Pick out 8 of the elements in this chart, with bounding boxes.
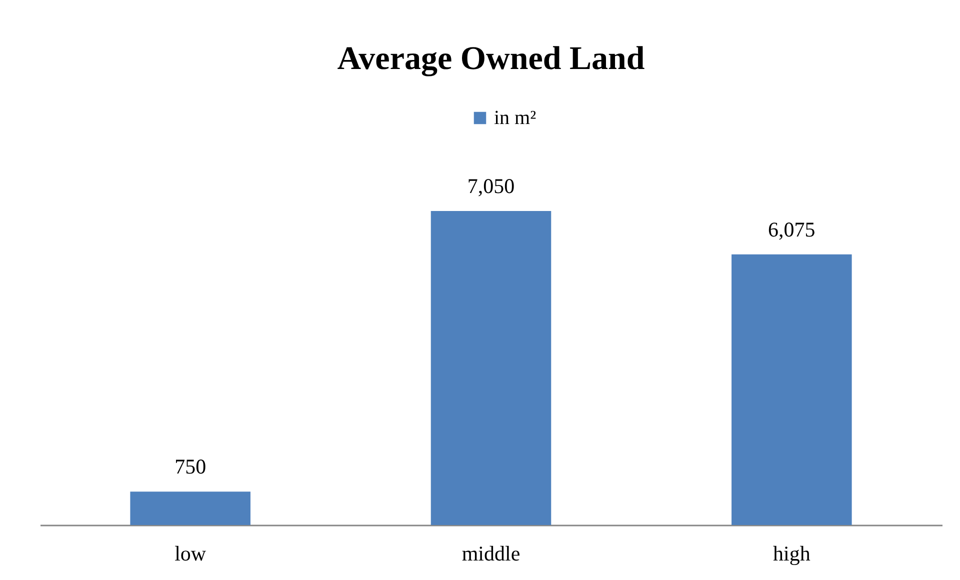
x-tick-label: middle [462,542,520,566]
legend-label: in m² [494,107,536,129]
data-label: 750 [174,454,206,479]
x-tick-label: low [174,542,207,566]
data-label: 7,050 [467,174,515,198]
x-tick-label: high [772,542,811,566]
data-label: 6,075 [768,217,816,242]
chart-title: Average Owned Land [337,41,645,77]
